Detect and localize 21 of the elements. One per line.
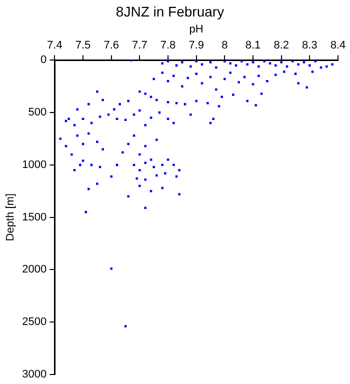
y-tick-label: 0 xyxy=(40,54,47,66)
y-tick-label: 500 xyxy=(28,106,47,119)
y-tick-label: 1500 xyxy=(22,211,47,224)
x-tick-label: 7.5 xyxy=(75,40,91,52)
x-tick-label: 7.4 xyxy=(47,40,62,52)
x-axis-title: pH xyxy=(189,23,204,36)
chart-title: 8JNZ in February xyxy=(116,3,224,20)
y-axis-title: Depth [m] xyxy=(4,193,17,242)
x-tick-label: 7.9 xyxy=(188,40,204,52)
x-tick-label: 7.8 xyxy=(160,40,176,52)
y-tick-label: 3000 xyxy=(22,368,47,380)
y-tick-label: 2000 xyxy=(22,264,47,276)
x-tick-label: 7.7 xyxy=(132,40,148,52)
x-tick-label: 8.4 xyxy=(330,40,346,52)
x-tick-label: 7.6 xyxy=(104,40,119,52)
x-tick-label: 8 xyxy=(222,40,228,52)
x-tick-label: 8.3 xyxy=(302,40,318,52)
x-tick-label: 8.1 xyxy=(245,40,261,52)
y-tick-label: 1000 xyxy=(22,158,47,171)
y-tick-label: 2500 xyxy=(22,316,47,328)
x-tick-label: 8.2 xyxy=(274,40,289,52)
